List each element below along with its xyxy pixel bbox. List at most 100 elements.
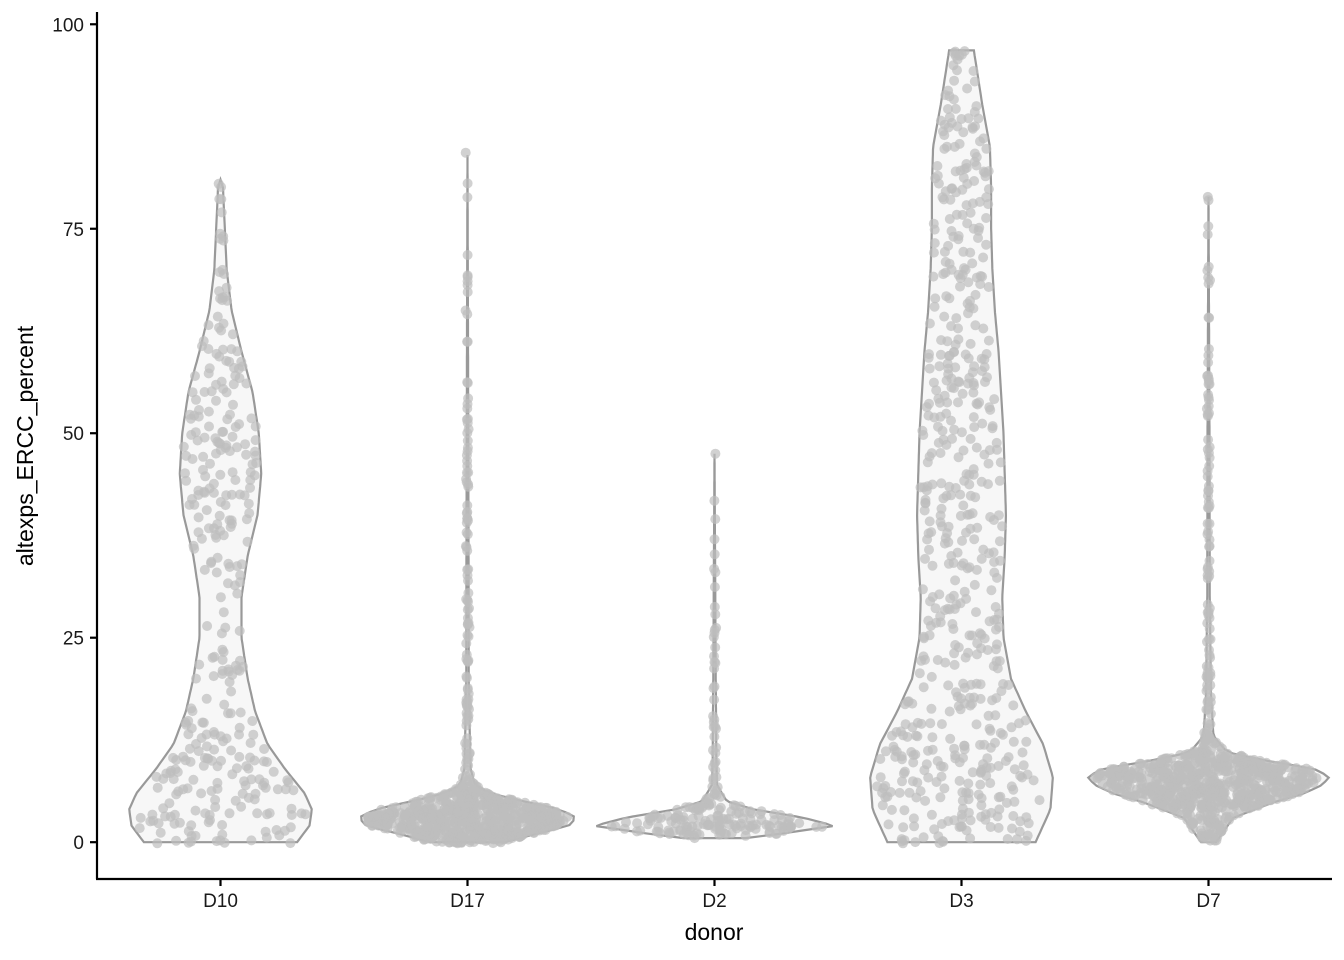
- data-point: [746, 808, 757, 819]
- violin-group-D2: [596, 448, 833, 844]
- data-point: [986, 585, 997, 596]
- data-point: [1205, 634, 1216, 645]
- y-tick-label: 50: [63, 424, 84, 445]
- x-tick-label: D7: [1196, 891, 1220, 912]
- data-point: [461, 594, 472, 605]
- data-point: [462, 287, 473, 297]
- data-point: [1204, 452, 1215, 463]
- data-point: [970, 289, 981, 300]
- data-point: [956, 49, 967, 60]
- data-point: [710, 748, 721, 758]
- data-point: [991, 644, 1001, 655]
- data-point: [933, 831, 944, 842]
- data-point: [975, 779, 986, 790]
- violin-group-D7: [1086, 191, 1331, 846]
- data-point: [947, 433, 957, 444]
- data-point: [1018, 760, 1029, 771]
- data-point: [968, 464, 979, 475]
- data-point: [897, 776, 907, 787]
- data-point: [976, 793, 987, 804]
- data-point: [261, 832, 272, 843]
- x-tick-label: D3: [949, 891, 973, 912]
- data-point: [462, 684, 473, 695]
- data-point: [969, 422, 980, 433]
- data-point: [961, 200, 972, 211]
- data-point: [1239, 800, 1250, 811]
- data-point: [1158, 766, 1169, 777]
- data-point: [994, 475, 1005, 486]
- data-point: [710, 514, 721, 525]
- data-point: [1193, 813, 1204, 824]
- data-point: [932, 655, 943, 665]
- data-point: [210, 794, 221, 805]
- data-point: [963, 647, 974, 658]
- data-point: [948, 60, 959, 71]
- data-point: [181, 719, 192, 730]
- data-point: [1008, 811, 1019, 821]
- data-point: [953, 701, 964, 712]
- data-point: [250, 421, 261, 432]
- data-point: [631, 826, 642, 837]
- data-point: [201, 505, 212, 516]
- data-point: [1204, 395, 1214, 406]
- data-point: [935, 115, 946, 126]
- data-point: [880, 781, 891, 791]
- y-tick-label: 75: [63, 220, 84, 241]
- data-point: [1021, 835, 1032, 846]
- data-point: [980, 377, 990, 387]
- data-point: [910, 837, 921, 848]
- data-point: [550, 808, 561, 818]
- data-point: [946, 382, 957, 393]
- data-point: [373, 820, 384, 831]
- data-point: [1124, 781, 1135, 792]
- data-point: [1235, 790, 1246, 801]
- data-point: [461, 771, 472, 782]
- data-point: [1183, 787, 1194, 798]
- data-point: [944, 112, 955, 123]
- data-point: [811, 821, 822, 832]
- data-point: [968, 66, 979, 76]
- data-point: [899, 805, 910, 816]
- data-point: [232, 346, 243, 357]
- data-point: [886, 804, 897, 815]
- data-point: [714, 815, 725, 826]
- data-point: [238, 661, 248, 672]
- data-point: [975, 271, 986, 281]
- data-point: [184, 743, 195, 754]
- data-point: [227, 467, 238, 478]
- data-point: [929, 412, 940, 423]
- data-point: [709, 601, 720, 612]
- data-point: [1203, 662, 1214, 673]
- data-point: [223, 708, 233, 719]
- data-point: [172, 767, 183, 777]
- data-point: [923, 745, 933, 756]
- data-point: [1203, 221, 1214, 232]
- y-tick-label: 25: [63, 629, 84, 650]
- data-point: [756, 806, 767, 817]
- data-point: [1202, 607, 1213, 618]
- data-point: [993, 822, 1004, 833]
- data-point: [208, 478, 219, 489]
- data-point: [259, 744, 270, 754]
- data-point: [386, 805, 397, 816]
- data-point: [977, 418, 988, 429]
- data-point: [1202, 821, 1213, 832]
- data-point: [1202, 229, 1213, 240]
- data-point: [1216, 802, 1227, 813]
- data-point: [1136, 779, 1147, 789]
- data-point: [1008, 700, 1019, 711]
- data-point: [1128, 772, 1139, 783]
- data-point: [922, 481, 933, 492]
- data-point: [925, 718, 936, 729]
- data-point: [929, 238, 940, 249]
- data-point: [245, 482, 255, 493]
- data-point: [226, 686, 237, 697]
- data-point: [1204, 645, 1214, 655]
- data-point: [1008, 736, 1019, 747]
- data-point: [971, 607, 981, 618]
- data-point: [957, 787, 968, 798]
- data-point: [709, 714, 720, 725]
- data-point: [279, 825, 290, 836]
- data-point: [250, 435, 261, 446]
- data-point: [942, 397, 953, 408]
